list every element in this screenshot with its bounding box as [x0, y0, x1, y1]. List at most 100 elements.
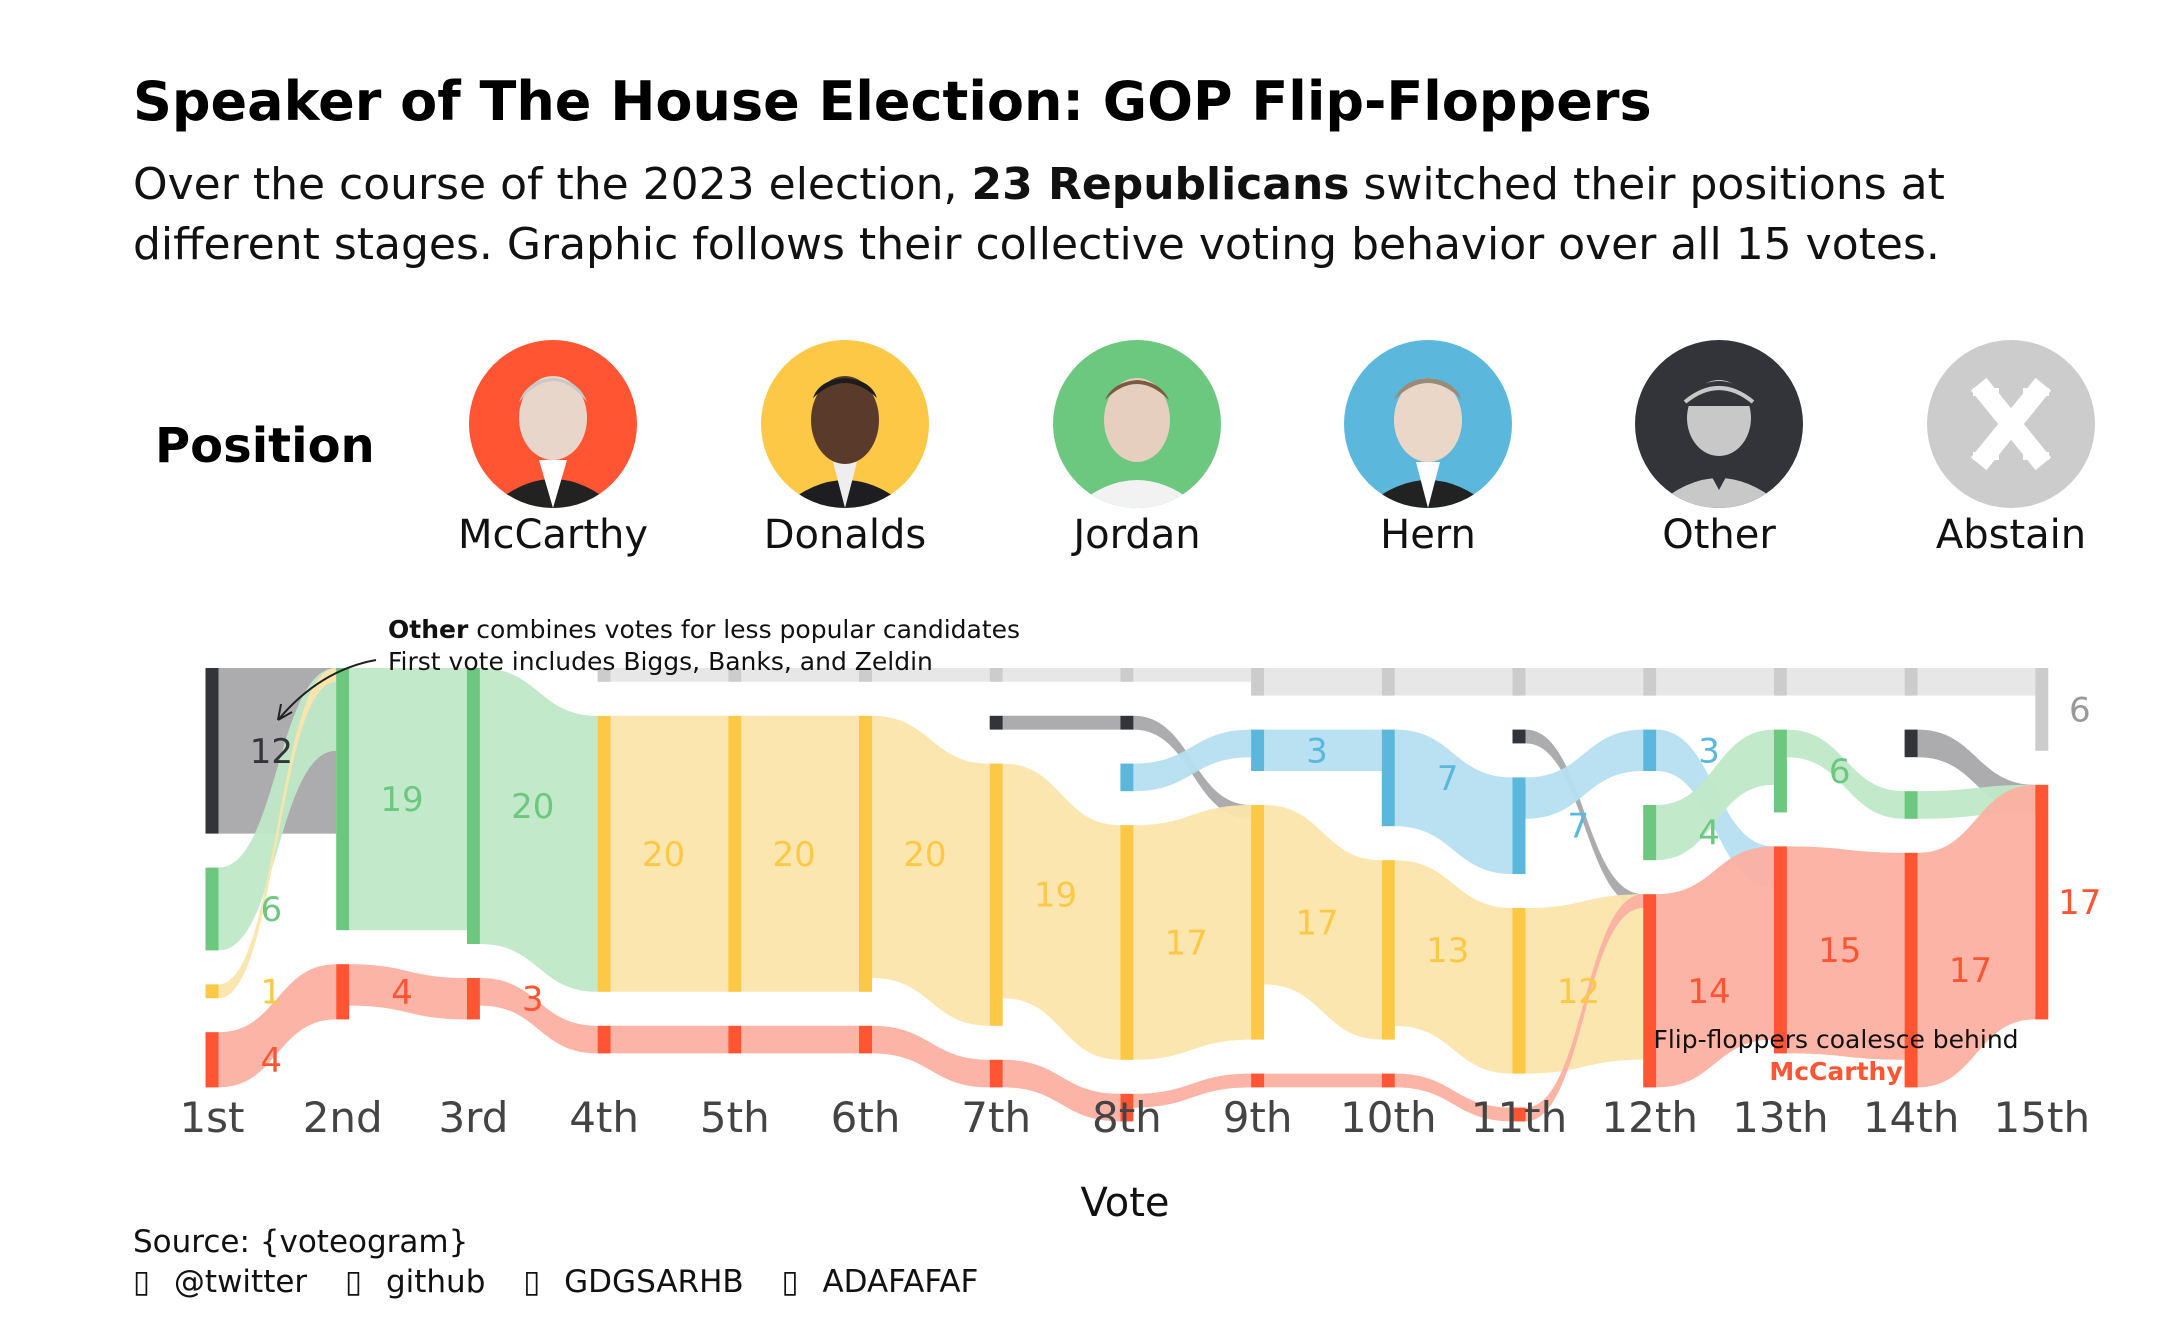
value-label: 4	[261, 1041, 283, 1081]
node-abstain-vote-14	[1904, 668, 1918, 696]
node-abstain-vote-5	[728, 668, 742, 682]
flow-mccarthy-2	[349, 964, 467, 1020]
node-donalds-vote-5	[728, 715, 742, 992]
value-label: 6	[1829, 752, 1851, 792]
node-abstain-vote-6	[859, 668, 872, 682]
node-layer	[205, 668, 2049, 1122]
x-axis-title: Vote	[1080, 1180, 1169, 1226]
node-mccarthy-vote-10	[1381, 1073, 1395, 1088]
flow-mccarthy-8	[1133, 1073, 1252, 1108]
legend-label-hern: Hern	[1380, 512, 1476, 558]
value-label: 13	[1426, 931, 1469, 971]
x-tick-label: 1st	[179, 1093, 244, 1142]
value-label: 3	[1306, 731, 1328, 771]
value-label: 1	[261, 972, 283, 1012]
github-handle: github	[385, 1264, 486, 1300]
flow-jordan-13	[1786, 729, 1905, 819]
flow-donalds-5	[741, 715, 859, 992]
value-label: 17	[1165, 924, 1208, 964]
node-donalds-vote-4	[597, 715, 611, 992]
value-label: 7	[1568, 807, 1590, 847]
flow-mccarthy-7	[1002, 1059, 1121, 1122]
flow-abstain-14	[1917, 668, 2036, 696]
node-other-vote-1	[205, 668, 219, 834]
x-tick-label: 4th	[569, 1093, 639, 1142]
x-tick-label: 2nd	[303, 1093, 383, 1142]
flow-mccarthy-4	[610, 1025, 729, 1054]
page-title: Speaker of The House Election: GOP Flip-…	[133, 70, 1652, 133]
node-abstain-vote-12	[1643, 668, 1657, 696]
linkedin-handle: GDGSARHB	[564, 1264, 744, 1300]
flow-hern-10	[1394, 729, 1513, 874]
node-other-vote-8	[1120, 715, 1134, 730]
flow-mccarthy-14	[1917, 784, 2036, 1088]
node-mccarthy-vote-6	[859, 1025, 872, 1054]
node-jordan-vote-12	[1643, 805, 1657, 861]
node-other-vote-7	[989, 715, 1003, 730]
legend-item-other: Other	[1569, 340, 1869, 558]
node-abstain-vote-4	[597, 668, 611, 682]
legend-label-mccarthy: McCarthy	[457, 512, 649, 558]
node-abstain-vote-9	[1251, 668, 1265, 696]
node-mccarthy-vote-12	[1643, 894, 1657, 1088]
x-tick-label: 10th	[1340, 1093, 1437, 1142]
x-tick-label: 9th	[1223, 1093, 1293, 1142]
node-mccarthy-vote-9	[1251, 1073, 1265, 1088]
legend-label-jordan: Jordan	[1073, 512, 1201, 558]
value-label: 15	[1818, 931, 1861, 971]
flow-abstain-6	[872, 668, 990, 682]
value-label: 3	[522, 980, 544, 1020]
flow-mccarthy-5	[741, 1025, 859, 1054]
flow-jordan-3	[479, 668, 598, 992]
value-label: 6	[2069, 690, 2091, 730]
legend-item-abstain: Abstain	[1861, 340, 2160, 558]
annotation-coalesce: Flip-floppers coalesce behind McCarthy	[1653, 1025, 2018, 1086]
flow-mccarthy-1	[218, 964, 337, 1088]
flow-abstain-10	[1394, 668, 1513, 696]
flow-donalds-4	[610, 715, 729, 992]
twitter-link[interactable]: ▯ @twitter	[133, 1264, 321, 1300]
subtitle-text-a: Over the course of the 2023 election,	[133, 159, 972, 210]
flow-mccarthy-6	[872, 1025, 990, 1088]
mastodon-link[interactable]: ▯ ADAFAFAF	[782, 1264, 993, 1300]
x-tick-label: 6th	[831, 1093, 901, 1142]
github-icon: ▯	[345, 1264, 363, 1300]
github-link[interactable]: ▯ github	[345, 1264, 499, 1300]
node-jordan-vote-3	[466, 668, 480, 944]
node-mccarthy-vote-2	[336, 964, 350, 1020]
node-mccarthy-vote-8	[1120, 1093, 1134, 1122]
annotation-arrow	[277, 659, 377, 721]
legend-item-mccarthy: McCarthy	[403, 340, 703, 558]
value-label: 19	[1034, 876, 1077, 916]
x-tick-label: 5th	[700, 1093, 770, 1142]
flow-hern-11	[1525, 729, 1644, 819]
linkedin-link[interactable]: ▯ GDGSARHB	[523, 1264, 757, 1300]
value-label: 4	[1698, 814, 1720, 854]
value-label: 17	[1949, 951, 1992, 991]
node-other-vote-14	[1904, 729, 1918, 758]
annotation-first-vote: First vote includes Biggs, Banks, and Ze…	[388, 647, 933, 676]
source-text: Source: {voteogram}	[133, 1224, 469, 1260]
node-jordan-vote-13	[1773, 729, 1787, 813]
node-mccarthy-vote-4	[597, 1025, 611, 1054]
twitter-icon: ▯	[133, 1264, 151, 1300]
social-links: ▯ @twitter ▯ github ▯ GDGSARHB ▯ ADAFAFA…	[133, 1262, 1006, 1302]
node-donalds-vote-8	[1120, 825, 1134, 1060]
x-tick-label: 3rd	[438, 1093, 508, 1142]
flow-mccarthy-12	[1656, 846, 1774, 1088]
flow-mccarthy-9	[1264, 1073, 1382, 1088]
hern-portrait	[1344, 340, 1512, 508]
flow-donalds-10	[1394, 860, 1513, 1074]
x-tick-label: 7th	[961, 1093, 1031, 1142]
flow-abstain-8	[1133, 668, 1252, 682]
flow-mccarthy-11	[1525, 894, 1644, 1122]
node-abstain-vote-11	[1512, 668, 1526, 696]
flow-hern-9	[1264, 729, 1382, 771]
value-label: 19	[380, 780, 423, 820]
legend-label-donalds: Donalds	[763, 512, 927, 558]
person-silhouette-icon	[1635, 340, 1803, 508]
value-label: 12	[1557, 972, 1600, 1012]
value-label: 6	[261, 890, 283, 930]
value-label: 17	[2058, 883, 2101, 923]
